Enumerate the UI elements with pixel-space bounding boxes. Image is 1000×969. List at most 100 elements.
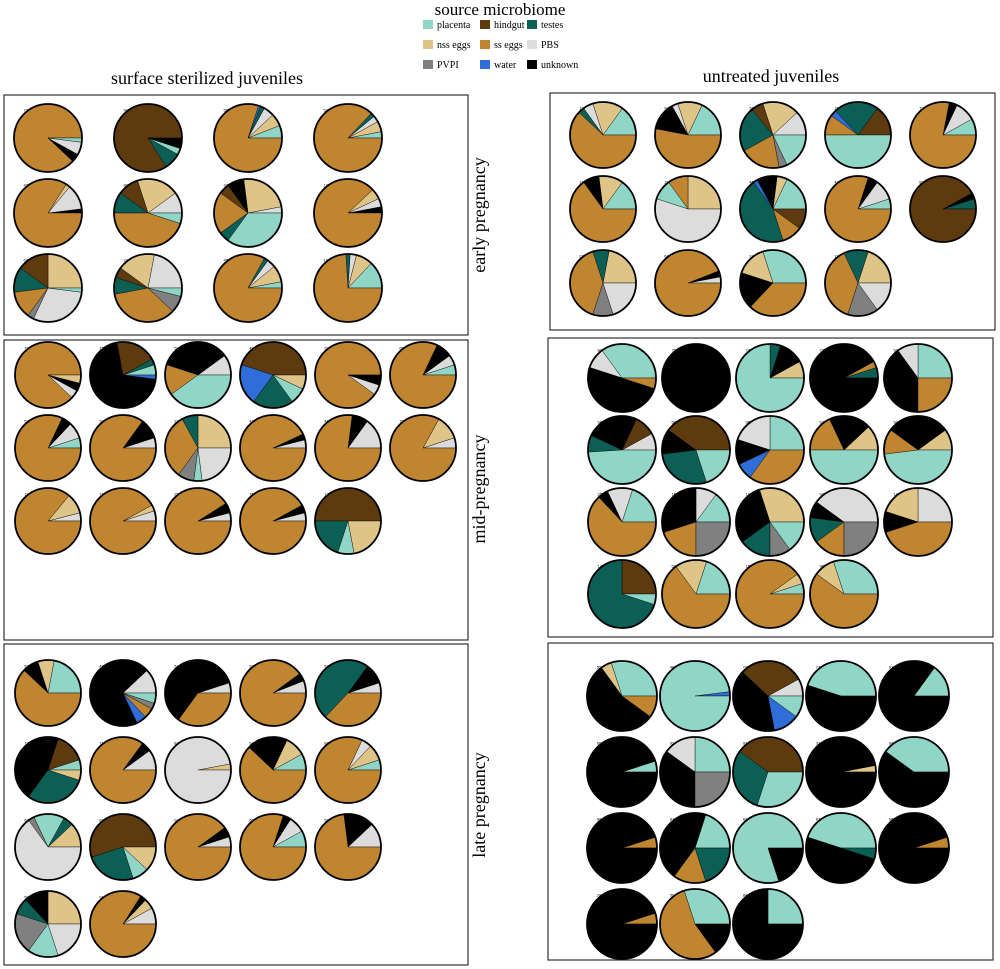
pie-24: 24	[113, 253, 183, 323]
pie-outline	[313, 178, 383, 248]
pie-number-label: 65	[597, 665, 602, 670]
pie-75: 75	[389, 414, 457, 482]
pie-25: 25	[164, 487, 232, 555]
pie-outline	[239, 736, 307, 804]
pie-number-label: 18	[894, 491, 899, 496]
pie-outline	[239, 487, 307, 555]
pie-outline	[239, 414, 307, 482]
pie-outline	[14, 813, 82, 881]
pie-number-label: 53	[24, 418, 29, 423]
pie-outline	[661, 559, 731, 629]
panel-untreated-early: 19 98 56 15 73 14 32 45 47 81 27 64 24 13	[549, 92, 996, 331]
pie-number-label: 65	[399, 345, 404, 350]
pie-outline	[569, 249, 637, 317]
legend-swatch-unknown	[527, 60, 537, 69]
pie-65: 65	[389, 341, 457, 409]
pie-59: 59	[239, 659, 307, 727]
panel-frame	[3, 643, 469, 966]
pie-outline	[824, 249, 892, 317]
pie-slice-placenta	[884, 449, 953, 485]
pie-58: 58	[89, 414, 157, 482]
pie-66: 66	[587, 415, 657, 485]
pie-number-label: 91	[889, 665, 894, 670]
pie-outline	[735, 559, 805, 629]
pie-number-label: 89	[324, 740, 329, 745]
pie-outline	[661, 487, 731, 557]
pie-number-label: 17	[324, 491, 329, 496]
pie-number-label: 23	[174, 418, 179, 423]
pie-67: 67	[805, 812, 877, 884]
pie-59: 59	[14, 890, 82, 958]
legend-label-hindgut: hindgut	[494, 20, 525, 31]
pie-83: 83	[164, 736, 232, 804]
pie-98: 98	[654, 101, 722, 169]
panel-sterilized-late: 52 48 51 59 53 77 71 83 94 89 67 82 93 66 58 59 91	[3, 643, 469, 966]
pie-81: 81	[909, 175, 977, 243]
pie-52: 52	[313, 103, 383, 173]
pie-outline	[586, 660, 658, 732]
pie-17: 17	[587, 559, 657, 629]
pie-32: 32	[805, 736, 877, 808]
pie-outline	[314, 487, 382, 555]
pie-55: 55	[213, 103, 283, 173]
pie-outline	[14, 414, 82, 482]
pie-outline	[13, 103, 83, 173]
pie-number-label: 13	[834, 253, 839, 258]
pie-number-label: 91	[99, 894, 104, 899]
pie-79: 79	[14, 341, 82, 409]
pie-74: 74	[732, 660, 804, 732]
pie-number-label: 71	[99, 491, 104, 496]
pie-14: 14	[569, 175, 637, 243]
pie-outline	[809, 487, 879, 557]
pie-number-label: 61	[894, 419, 899, 424]
pie-number-label: 15	[99, 345, 104, 350]
legend-title: source microbiome	[435, 0, 566, 19]
pie-number-label: 19	[324, 257, 329, 262]
pie-outline	[213, 178, 283, 248]
pie-77: 77	[805, 660, 877, 732]
pie-number-label: 66	[249, 817, 254, 822]
pie-outline	[389, 341, 457, 409]
pie-73: 73	[13, 103, 83, 173]
pie-number-label: 45	[749, 179, 754, 184]
pie-outline	[14, 341, 82, 409]
pie-number-label: 15	[746, 563, 751, 568]
pie-82: 82	[89, 813, 157, 881]
pie-outline	[314, 659, 382, 727]
pie-23: 23	[164, 414, 232, 482]
pie-number-label: 47	[24, 182, 29, 187]
pie-outline	[805, 736, 877, 808]
pie-48: 48	[659, 660, 731, 732]
pie-outline	[739, 249, 807, 317]
pie-11: 11	[735, 487, 805, 557]
pie-number-label: 68	[889, 817, 894, 822]
pie-96: 96	[809, 559, 879, 629]
legend-swatch-nss_eggs	[423, 40, 433, 49]
pie-18: 18	[14, 487, 82, 555]
legend-swatch-pvpi	[423, 60, 433, 69]
pie-number-label: 73	[919, 105, 924, 110]
pie-number-label: 74	[746, 347, 751, 352]
pie-number-label: 48	[249, 345, 254, 350]
pie-number-label: 25	[598, 491, 603, 496]
row-label-late: late pregnancy	[469, 752, 489, 857]
pie-15: 15	[89, 341, 157, 409]
pie-19: 19	[569, 101, 637, 169]
pie-58: 58	[164, 341, 232, 409]
row-label-mid: mid-pregnancy	[469, 435, 489, 544]
pie-outline	[89, 890, 157, 958]
pie-outline	[314, 414, 382, 482]
pie-number-label: 76	[249, 491, 254, 496]
pie-45: 45	[739, 175, 807, 243]
legend-item-unknown: unknown	[527, 60, 578, 71]
pie-19: 19	[313, 253, 383, 323]
pie-outline	[113, 103, 183, 173]
pie-47: 47	[13, 178, 83, 248]
pie-number-label: 83	[174, 740, 179, 745]
pie-47: 47	[824, 175, 892, 243]
pie-number-label: 59	[249, 663, 254, 668]
pie-number-label: 15	[834, 105, 839, 110]
pie-outline	[878, 736, 950, 808]
pie-outline	[89, 414, 157, 482]
pie-slice-placenta	[809, 449, 879, 485]
